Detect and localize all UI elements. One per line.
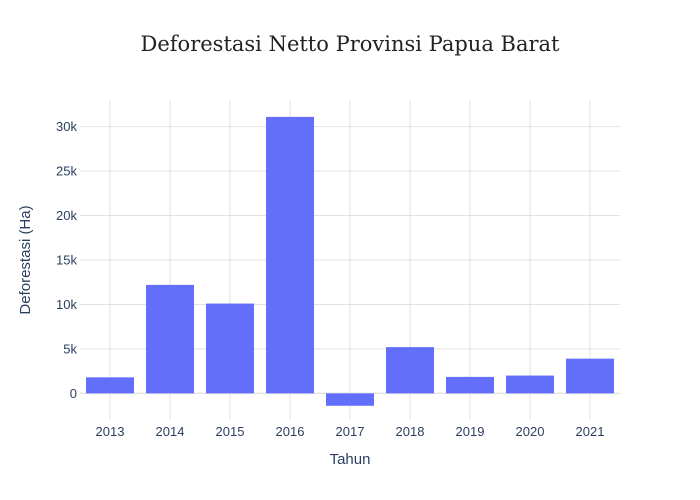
bar-2015[interactable] — [206, 303, 254, 394]
bar-2017[interactable] — [326, 393, 374, 406]
bar-2013[interactable] — [86, 377, 134, 394]
y-tick-label: 25k — [56, 164, 77, 179]
y-tick-label: 5k — [63, 341, 77, 356]
x-tick-label: 2016 — [276, 424, 305, 439]
x-tick-label: 2015 — [216, 424, 245, 439]
x-axis-title: Tahun — [330, 451, 371, 468]
y-tick-label: 20k — [56, 208, 77, 223]
bar-2019[interactable] — [446, 376, 494, 394]
x-tick-label: 2019 — [456, 424, 485, 439]
x-tick-label: 2020 — [516, 424, 545, 439]
y-tick-labels: 0 5k 10k 15k 20k 25k 30k — [56, 119, 77, 401]
x-tick-label: 2013 — [96, 424, 125, 439]
x-tick-label: 2021 — [576, 424, 605, 439]
chart-title: Deforestasi Netto Provinsi Papua Barat — [141, 32, 561, 56]
bar-2021[interactable] — [566, 358, 614, 394]
x-tick-labels: 2013 2014 2015 2016 2017 2018 2019 2020 2021 — [96, 424, 605, 439]
bar-2014[interactable] — [146, 284, 194, 394]
x-tick-label: 2014 — [156, 424, 185, 439]
bar-2020[interactable] — [506, 375, 554, 394]
y-tick-label: 15k — [56, 253, 77, 268]
bar-2018[interactable] — [386, 347, 434, 394]
x-tick-label: 2018 — [396, 424, 425, 439]
bar-2016[interactable] — [266, 116, 314, 394]
x-tick-label: 2017 — [336, 424, 365, 439]
y-tick-label: 30k — [56, 119, 77, 134]
y-axis-title: Deforestasi (Ha) — [17, 205, 34, 314]
bars-layer — [86, 116, 614, 406]
y-tick-label: 0 — [70, 386, 77, 401]
y-tick-label: 10k — [56, 297, 77, 312]
